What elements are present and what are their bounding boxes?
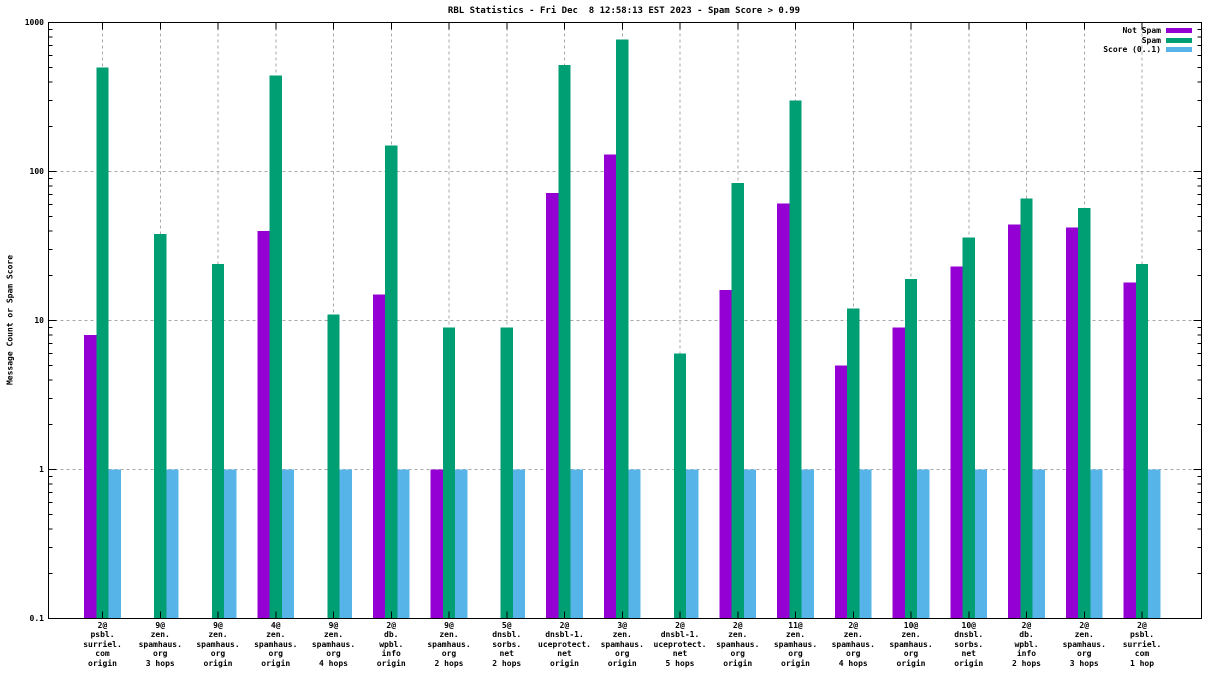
bar-score (455, 469, 468, 619)
x-tick-label: 9@ zen. spamhaus. org 4 hops (311, 621, 356, 668)
x-tick-label: 11@ zen. spamhaus. org origin (773, 621, 818, 668)
x-tick-label: 2@ zen. spamhaus. org origin (716, 621, 760, 668)
bar-score (743, 469, 757, 619)
bar-not-spam (257, 230, 270, 619)
bar-score (339, 469, 352, 619)
bar-score (108, 469, 121, 619)
legend-swatch-score (1166, 47, 1192, 52)
legend-label: Not Spam (1122, 26, 1161, 35)
bar-spam (962, 237, 975, 619)
legend-entry-not-spam: Not Spam (1122, 26, 1192, 35)
x-tick-label: 5@ dnsbl. sorbs. net 2 hops (492, 621, 522, 668)
x-tick-label: 3@ zen. spamhaus. org origin (600, 621, 644, 668)
y-tick-label: 10 (34, 316, 44, 325)
bar-score (628, 469, 641, 619)
bar-score (1090, 469, 1103, 619)
x-tick-label: 2@ psbl. surriel. com origin (83, 621, 122, 668)
bar-spam (1020, 198, 1033, 619)
bar-score (1032, 469, 1045, 619)
bar-score (1148, 469, 1161, 619)
y-tick-label: 100 (29, 167, 44, 176)
y-tick-label: 1000 (24, 18, 44, 27)
x-tick-label: 2@ db. wpbl. info origin (376, 621, 406, 668)
x-tick-label: 10@ dnsbl. sorbs. net origin (954, 621, 984, 668)
x-tick-label: 10@ zen. spamhaus. org origin (889, 621, 933, 668)
bar-spam (847, 308, 860, 619)
y-tick-label: 1 (39, 465, 44, 474)
bar-not-spam (719, 290, 732, 619)
bar-not-spam (950, 266, 963, 619)
bar-score (281, 469, 295, 619)
bar-spam (904, 278, 918, 619)
bar-spam (558, 64, 571, 619)
bar-not-spam (1065, 227, 1079, 619)
legend-swatch-not-spam (1166, 28, 1192, 33)
x-tick-label: 2@ db. wpbl. info 2 hops (1012, 621, 1041, 668)
bar-spam (500, 327, 513, 619)
x-tick-label: 2@ zen. spamhaus. org 3 hops (1062, 621, 1106, 668)
bar-score (512, 469, 526, 619)
bar-score (859, 469, 872, 619)
chart-title: RBL Statistics - Fri Dec 8 12:58:13 EST … (447, 6, 801, 16)
bar-spam (269, 75, 282, 619)
x-tick-label: 2@ psbl. surriel. com 1 hop (1122, 621, 1162, 668)
x-tick-label: 9@ zen. spamhaus. org 2 hops (427, 621, 471, 668)
bar-not-spam (1123, 282, 1136, 619)
bar-not-spam (84, 334, 97, 619)
bar-score (224, 469, 237, 619)
bar-score (801, 469, 814, 619)
bar-not-spam (430, 469, 443, 619)
x-tick-label: 2@ dnsbl-1. uceprotect. net origin (538, 621, 591, 668)
bar-not-spam (546, 192, 559, 619)
x-tick-label: 2@ zen. spamhaus. org 4 hops (831, 621, 875, 668)
bar-not-spam (892, 327, 905, 619)
bar-score (570, 469, 583, 619)
legend-swatch-spam (1166, 37, 1192, 43)
bar-score (974, 469, 988, 619)
bar-spam (1135, 263, 1149, 619)
bar-spam (211, 263, 225, 619)
bar-spam (616, 39, 629, 619)
bar-spam (442, 327, 456, 619)
x-tick-label: 2@ dnsbl-1. uceprotect. net 5 hops (653, 621, 707, 668)
bar-not-spam (777, 203, 790, 619)
bar-score (397, 469, 410, 619)
bar-not-spam (1008, 224, 1021, 619)
bar-spam (96, 67, 109, 619)
bar-spam (154, 234, 167, 619)
bar-not-spam (372, 294, 386, 619)
legend-label: Spam (1141, 35, 1161, 45)
bar-spam (731, 182, 744, 619)
bar-not-spam (834, 365, 848, 619)
bar-spam (789, 100, 802, 619)
bar-not-spam (603, 154, 617, 619)
legend-label: Score (0..1) (1103, 45, 1161, 54)
bar-score (686, 469, 699, 619)
bar-score (917, 469, 930, 619)
legend-entry-spam: Spam (1142, 36, 1192, 45)
bar-score (166, 469, 179, 619)
x-tick-label: 9@ zen. spamhaus. org 3 hops (138, 621, 182, 668)
bar-spam (385, 145, 398, 619)
legend-entry-score: Score (0..1) (1103, 45, 1192, 54)
x-tick-label: 9@ zen. spamhaus. org origin (196, 621, 240, 668)
x-tick-label: 4@ zen. spamhaus. org origin (254, 621, 298, 668)
bar-spam (327, 314, 340, 619)
bar-spam (1078, 207, 1091, 619)
y-tick-label: 0.1 (29, 614, 44, 623)
bar-spam (673, 353, 687, 619)
